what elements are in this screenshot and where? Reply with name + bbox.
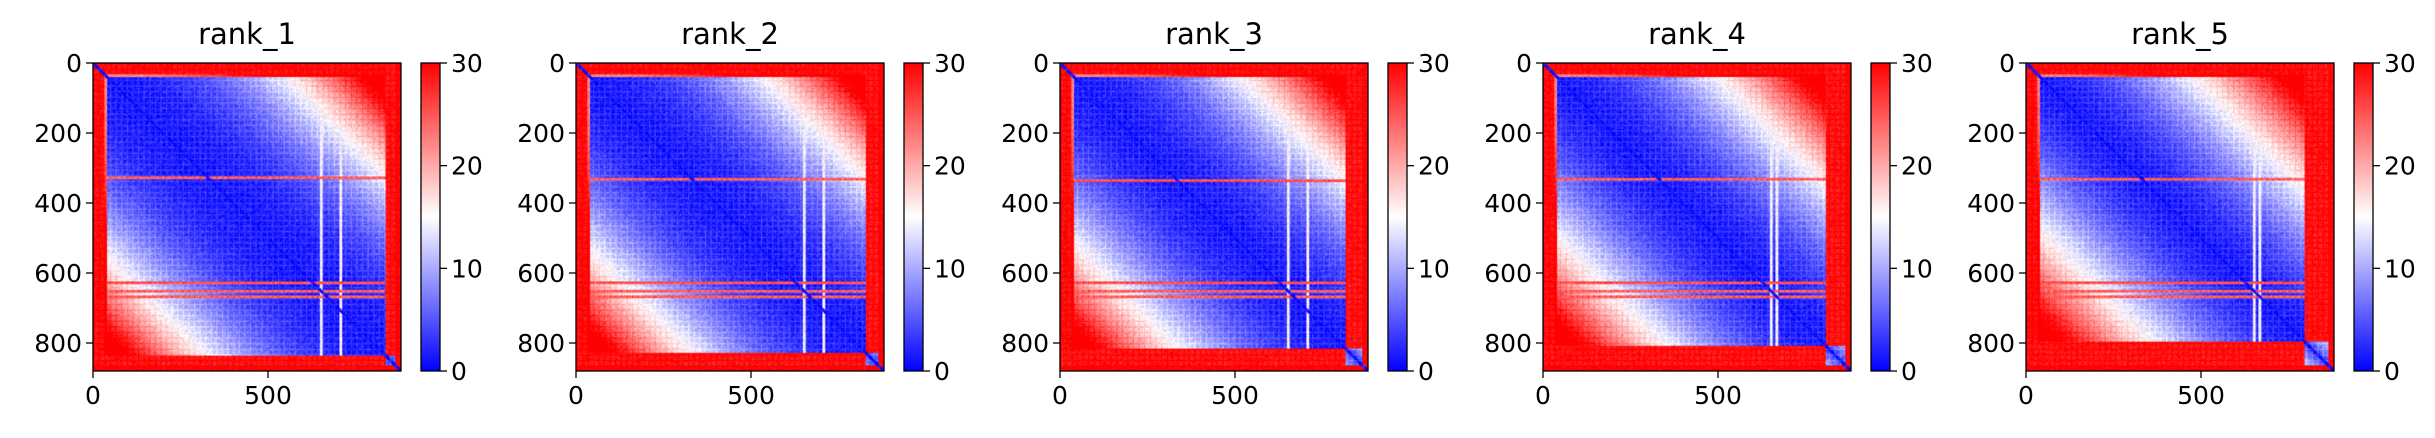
y-tick-label: 0 <box>66 49 82 78</box>
colorbar-tick-label: 10 <box>451 254 483 283</box>
colorbar-frame <box>1387 62 1408 372</box>
heatmap-image <box>93 63 401 371</box>
plot-frame <box>92 62 402 372</box>
colorbar-tick-label: 30 <box>934 49 966 78</box>
y-tick-label: 0 <box>549 49 565 78</box>
y-tick-label: 0 <box>1033 49 1049 78</box>
colorbar-tick-label: 20 <box>451 152 483 181</box>
y-tick-label: 800 <box>1967 329 2015 358</box>
y-tick-label: 600 <box>1967 259 2015 288</box>
y-tick-label: 800 <box>517 329 565 358</box>
heatmap-image <box>576 63 884 371</box>
y-tick-label: 400 <box>517 189 565 218</box>
y-tick-label: 200 <box>1967 119 2015 148</box>
colorbar-tick-label: 10 <box>1901 254 1933 283</box>
x-tick-label: 500 <box>1211 381 1259 410</box>
colorbar-tick-label: 10 <box>934 254 966 283</box>
plot-frame <box>2025 62 2335 372</box>
colorbar-tick-label: 0 <box>1418 357 1434 386</box>
y-tick-label: 200 <box>517 119 565 148</box>
y-tick-label: 400 <box>1001 189 1049 218</box>
y-tick-label: 600 <box>34 259 82 288</box>
panel-title: rank_1 <box>198 17 296 51</box>
y-tick-label: 400 <box>1484 189 1532 218</box>
x-tick-label: 0 <box>2018 381 2034 410</box>
y-tick-label: 400 <box>34 189 82 218</box>
y-tick-label: 600 <box>517 259 565 288</box>
colorbar <box>421 63 440 371</box>
colorbar-tick-label: 0 <box>2384 357 2400 386</box>
plot-frame <box>1542 62 1852 372</box>
plot-frame <box>1059 62 1369 372</box>
heatmap-image <box>1060 63 1368 371</box>
colorbar-tick-label: 20 <box>2384 152 2416 181</box>
colorbar <box>1871 63 1890 371</box>
y-tick-label: 800 <box>1001 329 1049 358</box>
colorbar-tick-label: 30 <box>2384 49 2416 78</box>
colorbar-tick-label: 30 <box>451 49 483 78</box>
x-tick-label: 0 <box>1052 381 1068 410</box>
y-tick-label: 200 <box>34 119 82 148</box>
colorbar <box>1388 63 1407 371</box>
colorbar-tick-label: 30 <box>1418 49 1450 78</box>
y-tick-label: 0 <box>1516 49 1532 78</box>
panel-title: rank_2 <box>681 17 779 51</box>
x-tick-label: 500 <box>2177 381 2225 410</box>
colorbar-frame <box>2353 62 2374 372</box>
heatmap-image <box>2026 63 2334 371</box>
y-tick-label: 0 <box>1999 49 2015 78</box>
colorbar-frame <box>903 62 924 372</box>
y-tick-label: 400 <box>1967 189 2015 218</box>
colorbar-tick-label: 30 <box>1901 49 1933 78</box>
x-tick-label: 500 <box>1694 381 1742 410</box>
colorbar-frame <box>420 62 441 372</box>
x-tick-label: 0 <box>1535 381 1551 410</box>
colorbar-tick-label: 0 <box>451 357 467 386</box>
y-tick-label: 200 <box>1001 119 1049 148</box>
plot-frame <box>575 62 885 372</box>
x-tick-label: 0 <box>85 381 101 410</box>
colorbar-tick-label: 0 <box>1901 357 1917 386</box>
colorbar-tick-label: 20 <box>934 152 966 181</box>
colorbar <box>904 63 923 371</box>
y-tick-label: 600 <box>1001 259 1049 288</box>
y-tick-label: 800 <box>34 329 82 358</box>
colorbar-frame <box>1870 62 1891 372</box>
x-tick-label: 500 <box>244 381 292 410</box>
x-tick-label: 500 <box>727 381 775 410</box>
colorbar-tick-label: 0 <box>934 357 950 386</box>
panel-title: rank_4 <box>1648 17 1746 51</box>
colorbar-tick-label: 10 <box>1418 254 1450 283</box>
x-tick-label: 0 <box>568 381 584 410</box>
colorbar <box>2354 63 2373 371</box>
y-tick-label: 800 <box>1484 329 1532 358</box>
panel-title: rank_5 <box>2131 17 2229 51</box>
colorbar-tick-label: 20 <box>1418 152 1450 181</box>
y-tick-label: 600 <box>1484 259 1532 288</box>
y-tick-label: 200 <box>1484 119 1532 148</box>
panel-title: rank_3 <box>1165 17 1263 51</box>
heatmap-image <box>1543 63 1851 371</box>
colorbar-tick-label: 20 <box>1901 152 1933 181</box>
colorbar-tick-label: 10 <box>2384 254 2416 283</box>
